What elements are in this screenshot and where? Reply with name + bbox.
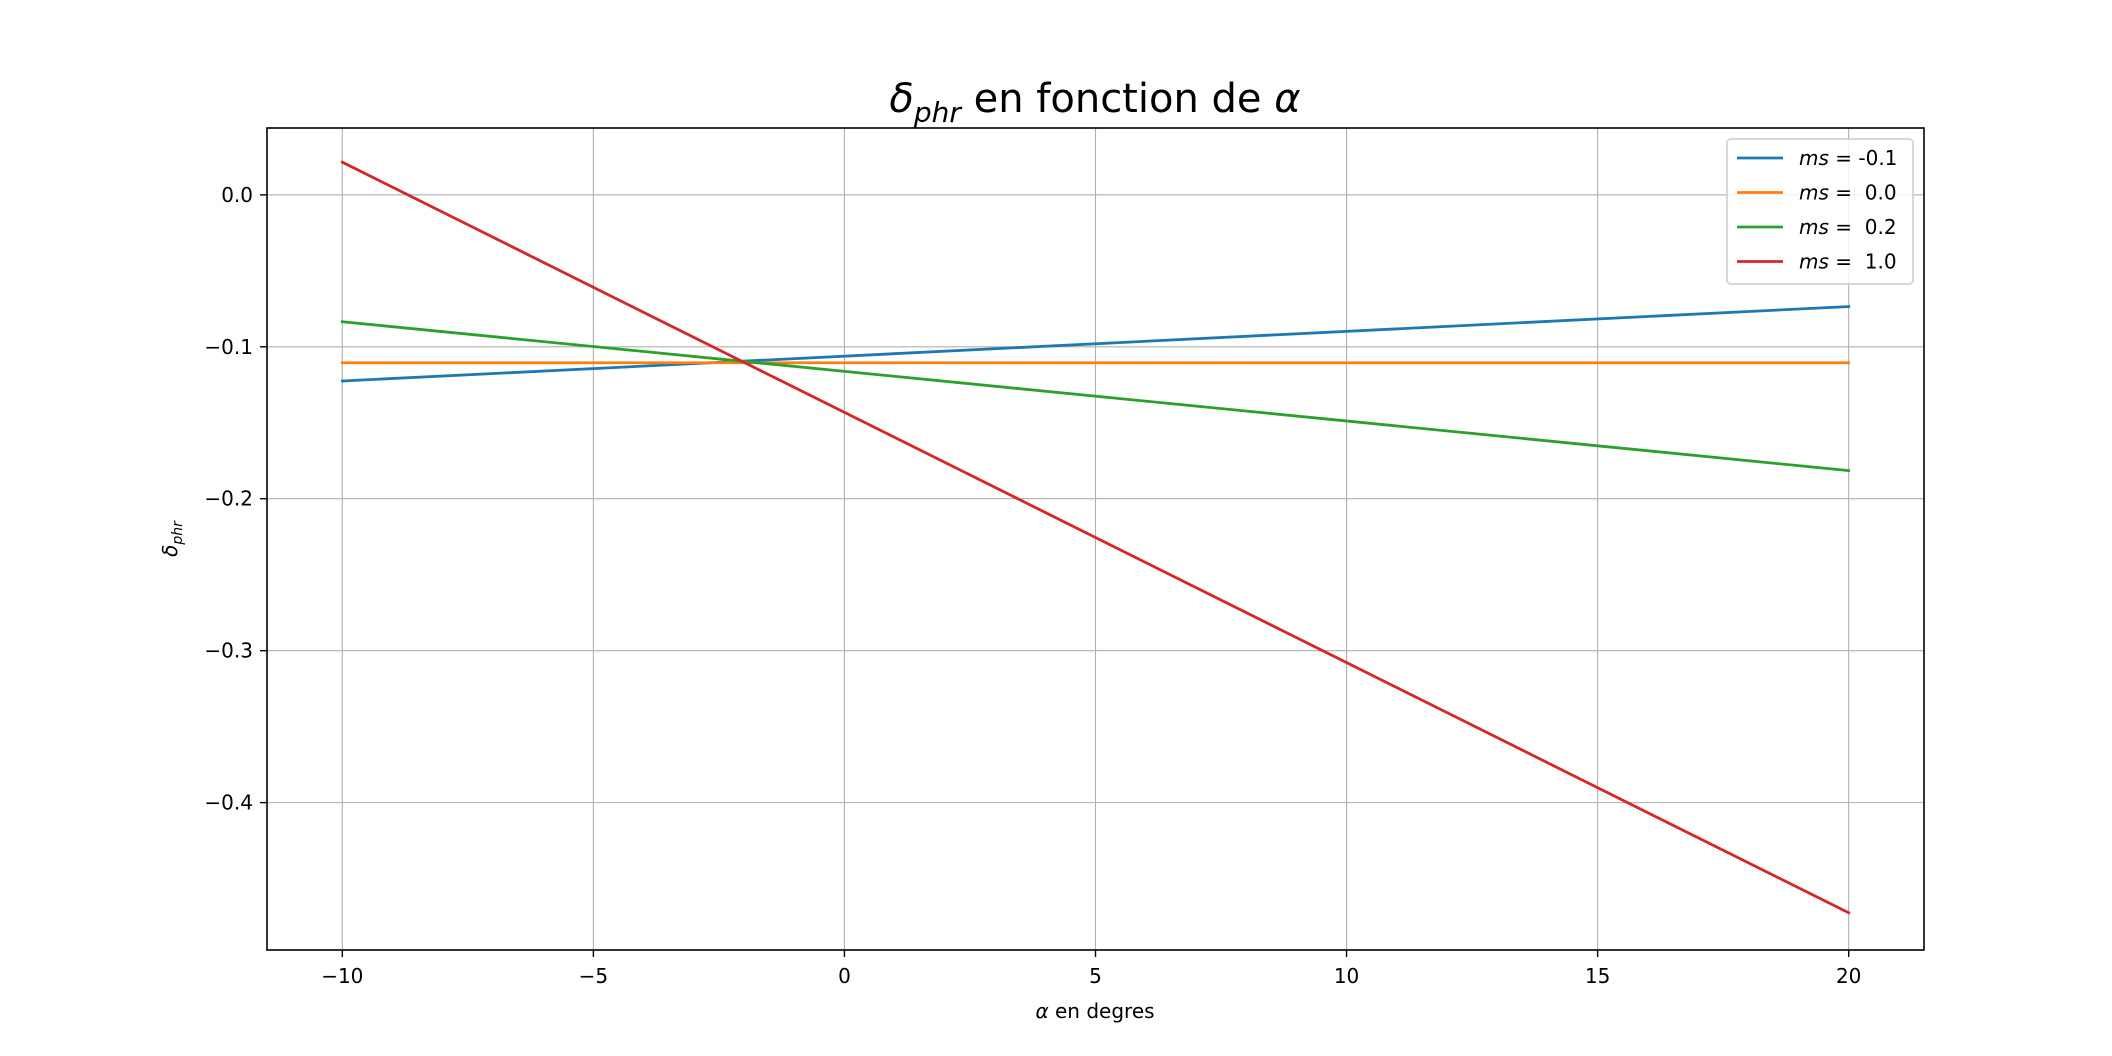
legend-label: ms = -0.1 xyxy=(1799,146,1897,170)
legend-box xyxy=(1726,138,1914,285)
x-tick-label: 15 xyxy=(1585,964,1610,988)
y-axis: 0.0 −0.1 −0.2 −0.3 −0.4 xyxy=(204,183,267,815)
series-layer xyxy=(340,160,1851,915)
y-tick-label: −0.2 xyxy=(204,487,253,511)
x-tick-label: 20 xyxy=(1836,964,1861,988)
x-tick-label: −10 xyxy=(321,964,363,988)
chart-title: δphr en fonction de α xyxy=(889,76,1300,129)
legend-label: ms = 0.0 xyxy=(1799,181,1897,205)
series-line xyxy=(340,320,1851,473)
x-tick-label: 0 xyxy=(838,964,851,988)
y-tick-label: 0.0 xyxy=(221,183,253,207)
y-tick-label: −0.1 xyxy=(204,335,253,359)
legend: ms = -0.1 ms = 0.0 ms = 0.2 ms = 1.0 xyxy=(1726,138,1914,285)
grid xyxy=(267,128,1924,950)
x-tick-label: 10 xyxy=(1334,964,1359,988)
x-tick-label: −5 xyxy=(579,964,608,988)
series-line xyxy=(340,305,1851,383)
y-tick-label: −0.3 xyxy=(204,639,253,663)
x-tick-label: 5 xyxy=(1089,964,1102,988)
y-axis-label: δphr xyxy=(158,520,186,557)
legend-label: ms = 0.2 xyxy=(1799,215,1897,239)
y-tick-label: −0.4 xyxy=(204,791,253,815)
x-axis-label: α en degres xyxy=(1035,999,1154,1023)
x-axis: −10 −5 0 5 10 15 20 xyxy=(321,950,1861,988)
legend-label: ms = 1.0 xyxy=(1799,250,1897,274)
series-line xyxy=(340,160,1851,915)
